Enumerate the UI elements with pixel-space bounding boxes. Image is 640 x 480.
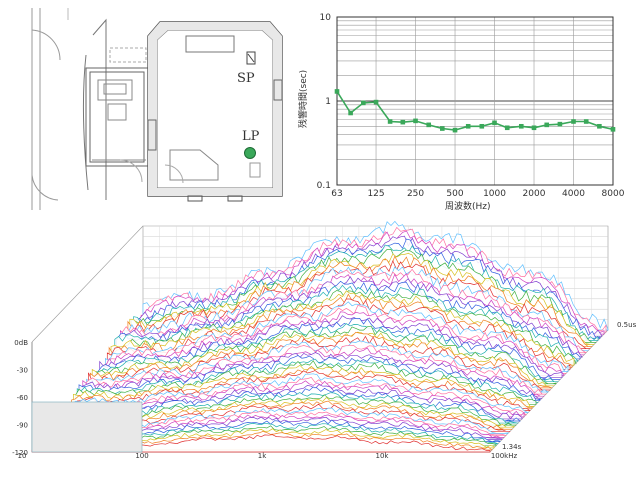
- waterfall-chart: 0dB -30 -60 -90 -120 10 100 1k 10k 100kHz 0.5us 1…: [12, 220, 637, 460]
- rt-data-point: [544, 122, 550, 128]
- rt-x-ticks: 63 125 250 500 1000 2000 4000 8000: [331, 189, 624, 199]
- rt-y-ticks: 0.1 1 10: [317, 13, 332, 191]
- wf-x-tick-label: 10k: [376, 452, 390, 460]
- rt-data-point: [426, 122, 432, 128]
- rt-x-tick-label: 4000: [562, 189, 585, 199]
- rt-x-tick-label: 250: [407, 189, 424, 199]
- listening-position-label: LP: [242, 129, 260, 144]
- wf-z-tick-label: 1.34s: [502, 443, 522, 451]
- rt-y-axis-label: 残響時間(sec): [297, 70, 309, 128]
- rt-data-point: [597, 123, 602, 129]
- rt-x-tick-label: 125: [367, 189, 384, 199]
- rt-data-point: [610, 127, 616, 132]
- rt-data-point: [334, 89, 340, 94]
- wf-x-tick-label: 10: [18, 452, 27, 460]
- rt-x-tick-label: 2000: [523, 189, 546, 199]
- rt-x-axis-label: 周波数(Hz): [445, 200, 491, 212]
- wf-y-ticks: 0dB -30 -60 -90 -120: [12, 339, 28, 457]
- listening-position-marker: [244, 147, 256, 159]
- rt-data-point: [373, 99, 379, 105]
- rt-data-point: [479, 123, 485, 129]
- rt-data-point: [413, 118, 418, 124]
- rt-data-point: [348, 110, 353, 116]
- rt-x-tick-label: 63: [331, 189, 342, 199]
- rt-data-point: [557, 121, 563, 127]
- rt-data-point: [571, 119, 576, 124]
- rt-y-tick-label: 1: [325, 97, 331, 107]
- rt-plot-frame: [336, 16, 614, 186]
- wf-front-slice: [31, 401, 143, 453]
- rt-x-tick-label: 500: [446, 189, 463, 199]
- wf-slices: [31, 220, 609, 453]
- rt-x-tick-label: 1000: [483, 189, 506, 199]
- rt-data-point: [440, 126, 445, 131]
- rt-y-tick-label: 10: [320, 13, 332, 23]
- wf-z-tick-label: 0.5us: [617, 321, 637, 329]
- wf-y-tick-label: -90: [17, 422, 28, 430]
- rt-data-point: [452, 127, 458, 133]
- wf-x-ticks: 10 100 1k 10k 100kHz: [18, 452, 518, 460]
- wf-x-tick-label: 100kHz: [491, 452, 518, 460]
- rt-series: [334, 89, 616, 133]
- wf-y-tick-label: -120: [12, 449, 28, 457]
- wf-y-tick-label: -60: [17, 394, 28, 402]
- rt-data-point: [387, 119, 393, 124]
- rt-data-point: [361, 100, 366, 106]
- wf-x-tick-label: 100: [135, 452, 148, 460]
- rt-grid: [336, 16, 614, 186]
- wf-left-edge: [31, 225, 144, 343]
- floor-plan-drawing: [31, 8, 283, 210]
- rt-series-line: [336, 90, 614, 131]
- rt-data-point: [518, 123, 524, 129]
- wf-y-tick-label: 0dB: [14, 339, 28, 347]
- rt-data-point: [465, 123, 471, 129]
- wf-y-tick-label: -30: [17, 367, 28, 375]
- wf-x-tick-label: 1k: [258, 452, 267, 460]
- rt-data-point: [531, 125, 537, 131]
- speaker-position-label: SP: [237, 71, 255, 86]
- rt-data-point: [583, 119, 589, 124]
- rt-data-point: [400, 119, 406, 125]
- rt-y-tick-label: 0.1: [317, 181, 331, 191]
- rt-data-point: [492, 120, 497, 126]
- rt-x-tick-label: 8000: [602, 189, 625, 199]
- wf-z-ticks: 0.5us 1.34s: [502, 321, 637, 451]
- reverberation-time-chart: 0.1 1 10 63 125 250 500 1000 2000 4000 8000 残響時間(…: [297, 13, 625, 212]
- rt-data-point: [504, 125, 510, 131]
